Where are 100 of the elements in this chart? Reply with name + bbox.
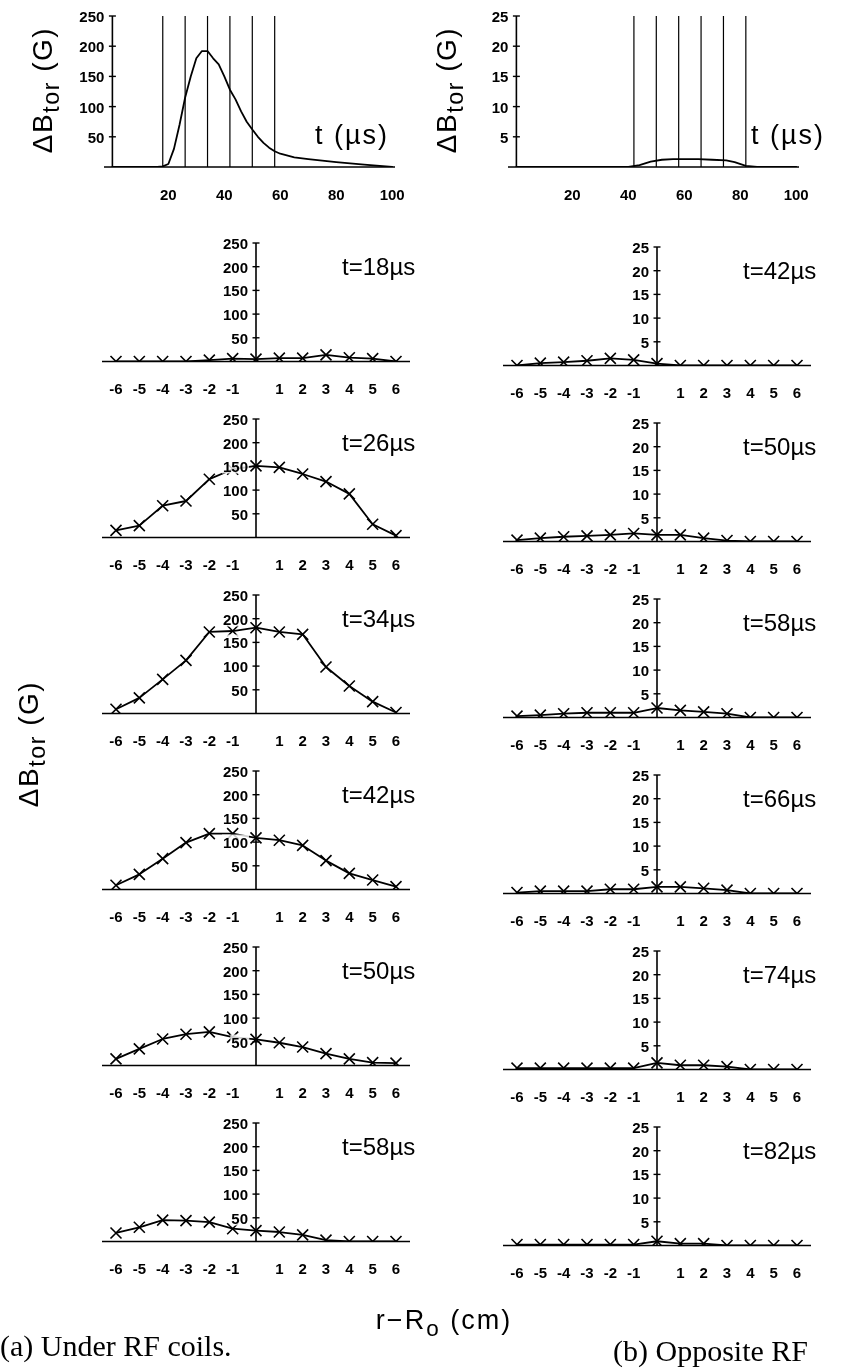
point (273, 833, 286, 847)
point (133, 519, 146, 532)
y-tick-label: 100 (221, 481, 249, 499)
x-tick-label: 4 (345, 1260, 355, 1278)
x-tick-label: 6 (792, 560, 802, 578)
point (179, 836, 193, 849)
x-tick-label: -6 (109, 556, 123, 574)
point (366, 873, 379, 887)
x-tick-label: -5 (132, 556, 147, 574)
x-tick-label: 60 (675, 185, 693, 203)
y-tick-label: 150 (78, 67, 106, 85)
y-tick-label: 25 (490, 7, 510, 25)
y-tick-label: 100 (221, 305, 249, 323)
y-tick-label: 10 (631, 1013, 650, 1031)
point (203, 827, 216, 840)
x-tick-label: 5 (769, 1088, 778, 1106)
x-tick-label: -1 (225, 732, 240, 750)
x-tick-label: 6 (391, 1084, 401, 1102)
x-tick-label: 3 (722, 1264, 732, 1282)
x-tick-label: 2 (298, 1084, 307, 1102)
x-tick-label: -2 (202, 556, 217, 574)
x-tick-label: -5 (533, 1088, 548, 1106)
chart-title: t=58µs (743, 609, 817, 636)
y-tick-label: 150 (221, 1161, 249, 1179)
x-tick-label: -2 (603, 1264, 618, 1282)
x-tick-label: -5 (533, 736, 548, 754)
x-tick-label: 4 (345, 1084, 355, 1102)
x-tick-label: 2 (699, 1088, 708, 1106)
y-tick-label: 50 (230, 1209, 249, 1227)
y-tick-label: 15 (631, 285, 650, 303)
y-tick-label: 20 (631, 790, 650, 808)
y-tick-label: 5 (499, 128, 510, 146)
x-tick-label: 6 (792, 384, 802, 402)
point (319, 660, 333, 674)
x-tick-label: -3 (580, 560, 594, 578)
point (249, 621, 263, 635)
x-tick-label: 1 (275, 380, 284, 398)
x-tick-label: -5 (533, 560, 548, 578)
point (343, 1052, 356, 1066)
x-tick-label: 4 (746, 1264, 756, 1282)
point (366, 1056, 379, 1066)
point (109, 524, 123, 537)
x-tick-label: -2 (603, 384, 618, 402)
point (249, 1033, 263, 1046)
chart-title: t=50µs (743, 433, 817, 460)
x-tick-label: -3 (179, 732, 193, 750)
x-tick-label: 1 (676, 1264, 685, 1282)
x-tick-label: 1 (275, 732, 284, 750)
x-tick-label: -2 (202, 908, 217, 926)
x-tick-label: 6 (391, 1260, 401, 1278)
y-tick-label: 10 (631, 309, 650, 327)
x-tick-label: 2 (699, 1264, 708, 1282)
y-tick-label: 250 (221, 410, 249, 428)
x-axis-title: t (µs) (751, 118, 826, 152)
point (156, 852, 169, 865)
x-tick-label: -1 (626, 912, 641, 930)
x-tick-label: -6 (109, 1084, 123, 1102)
x-tick-label: 2 (298, 1260, 307, 1278)
point (296, 628, 309, 641)
y-tick-label: 25 (631, 590, 650, 608)
x-tick-label: 5 (769, 560, 778, 578)
y-tick-label: 15 (631, 813, 650, 831)
point (133, 691, 146, 705)
y-tick-label: 20 (490, 37, 510, 55)
x-tick-label: 4 (345, 556, 355, 574)
y-tick-label: 10 (631, 1189, 650, 1207)
point (319, 1047, 333, 1060)
x-tick-label: 4 (746, 736, 756, 754)
x-tick-label: 6 (792, 912, 802, 930)
chart-title: t=42µs (342, 781, 416, 808)
x-tick-label: 1 (275, 1260, 284, 1278)
x-tick-label: -5 (533, 384, 548, 402)
x-tick-label: -2 (603, 1088, 618, 1106)
y-tick-label: 150 (221, 281, 249, 299)
x-tick-label: 2 (298, 732, 307, 750)
point (273, 1036, 286, 1050)
x-tick-label: -3 (179, 1084, 193, 1102)
y-tick-label: 100 (221, 657, 249, 675)
x-tick-label: -1 (225, 556, 240, 574)
x-tick-label: 4 (345, 380, 355, 398)
x-tick-label: 5 (769, 1264, 778, 1282)
x-tick-label: -1 (626, 560, 641, 578)
y-tick-label: 20 (631, 614, 650, 632)
point (179, 654, 193, 667)
x-tick-label: -3 (580, 1088, 594, 1106)
y-tick-label: 250 (221, 234, 249, 252)
x-tick-label: 3 (321, 380, 331, 398)
point (296, 839, 309, 852)
point (366, 695, 379, 708)
x-tick-label: -4 (155, 908, 170, 926)
x-tick-label: -4 (155, 1260, 170, 1278)
x-tick-label: -6 (510, 1264, 524, 1282)
y-tick-label: 50 (230, 329, 249, 347)
y-tick-label: 200 (221, 1138, 249, 1156)
point (389, 1056, 403, 1066)
y-tick-label: 5 (639, 685, 650, 703)
x-tick-label: 6 (792, 1264, 802, 1282)
point (249, 831, 263, 845)
point (203, 1025, 216, 1039)
x-tick-label: 60 (271, 185, 289, 203)
